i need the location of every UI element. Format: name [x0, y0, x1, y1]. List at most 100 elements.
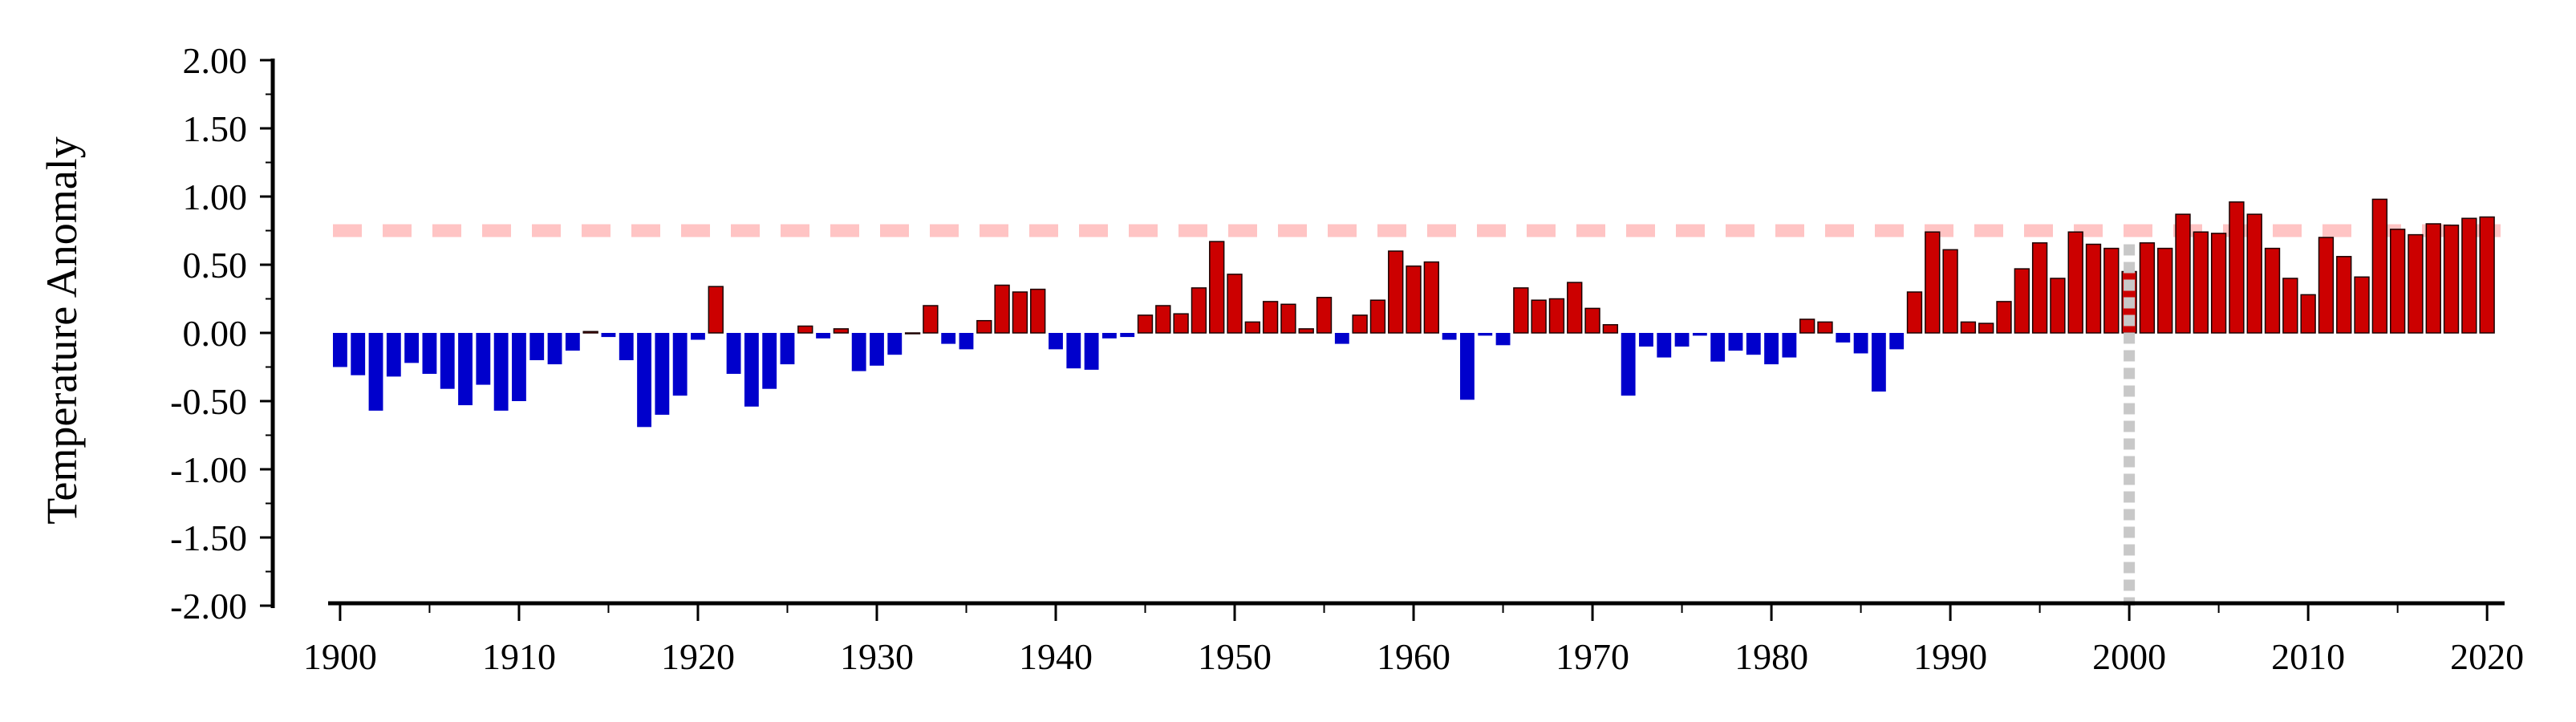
y-tick-label: 0.00: [183, 313, 248, 354]
bar-2010: [2300, 294, 2316, 334]
bar-1905: [422, 333, 437, 374]
bar-1936: [976, 319, 992, 334]
bar-1966: [1513, 287, 1529, 334]
bar-2003: [2175, 213, 2191, 334]
bar-1909: [493, 333, 509, 411]
bar-1960: [1406, 265, 1422, 334]
bar-1973: [1639, 333, 1653, 347]
bar-1981: [1782, 333, 1797, 358]
bar-1957: [1352, 314, 1368, 334]
bar-1987: [1889, 333, 1905, 350]
bar-1926: [797, 325, 813, 334]
bar-2014: [2371, 198, 2388, 334]
y-axis-title: Temperature Anomaly: [38, 136, 86, 525]
bar-1977: [1710, 333, 1726, 362]
bar-2017: [2425, 223, 2441, 334]
bar-1976: [1692, 333, 1707, 336]
bar-1954: [1298, 328, 1314, 334]
bar-1901: [351, 333, 366, 375]
y-tick-label: 1.50: [183, 108, 248, 149]
bar-1917: [637, 333, 651, 428]
bar-1947: [1173, 313, 1189, 334]
bar-1928: [833, 328, 850, 334]
bar-1991: [1960, 321, 1977, 334]
bar-1967: [1531, 299, 1547, 334]
bar-1953: [1280, 303, 1296, 334]
y-tick-label: -2.00: [170, 586, 247, 627]
bar-1984: [1836, 333, 1851, 343]
bar-1924: [762, 333, 777, 389]
bar-1948: [1191, 287, 1207, 334]
bar-1923: [744, 333, 759, 407]
bar-1943: [1101, 333, 1117, 339]
y-tick-label: -1.50: [170, 517, 247, 558]
y-tick-label: 0.50: [183, 245, 248, 286]
bar-1927: [816, 333, 830, 339]
bar-1975: [1674, 333, 1690, 347]
bar-1983: [1817, 321, 1833, 334]
bar-1939: [1030, 288, 1046, 334]
x-tick-label: 1920: [661, 636, 735, 677]
bar-1999: [2103, 247, 2120, 334]
y-ticks-layer: -2.00 -1.50 -1.00 -0.50 0.00 0.50 1.00 1.50 2.00: [170, 40, 273, 627]
y-tick-label: 1.00: [183, 176, 248, 217]
x-tick-label: 2000: [2092, 636, 2166, 677]
bar-1929: [851, 333, 866, 371]
x-tick-label: 1930: [840, 636, 914, 677]
bar-1907: [458, 333, 473, 406]
bar-1979: [1746, 333, 1761, 355]
y-tick-label: 2.00: [183, 40, 248, 81]
bar-1912: [547, 333, 562, 365]
bar-1914: [582, 331, 598, 334]
bar-1945: [1137, 314, 1154, 334]
bar-1931: [887, 333, 903, 355]
bar-1952: [1262, 301, 1279, 334]
bar-1919: [672, 333, 688, 396]
bar-2019: [2461, 217, 2477, 334]
bar-1993: [1996, 301, 2012, 334]
bar-1941: [1066, 333, 1081, 369]
bar-1969: [1567, 282, 1583, 334]
bar-2020: [2479, 216, 2495, 334]
x-tick-label: 1940: [1019, 636, 1093, 677]
bar-1933: [923, 305, 939, 334]
bar-1949: [1209, 241, 1225, 334]
bar-1971: [1602, 324, 1619, 334]
bar-1921: [708, 286, 724, 334]
x-tick-label: 1960: [1377, 636, 1450, 677]
bar-1959: [1388, 250, 1404, 334]
bar-1920: [691, 333, 705, 340]
bar-1997: [2067, 231, 2083, 334]
bar-1940: [1049, 333, 1063, 350]
bar-2013: [2354, 276, 2370, 334]
bar-2009: [2282, 278, 2298, 334]
bar-1951: [1244, 321, 1260, 334]
bar-1950: [1227, 274, 1243, 334]
bar-1911: [529, 333, 545, 360]
bar-1972: [1621, 333, 1636, 396]
bar-1910: [512, 333, 526, 401]
bar-1962: [1442, 333, 1457, 340]
x-tick-label: 1950: [1198, 636, 1272, 677]
bar-1918: [655, 333, 670, 415]
bars-layer: [333, 198, 2495, 428]
bar-1932: [904, 332, 921, 335]
bar-1946: [1155, 305, 1171, 334]
bar-1978: [1728, 333, 1743, 351]
bar-2018: [2443, 224, 2460, 334]
bar-2005: [2210, 233, 2227, 334]
bar-1994: [2014, 268, 2030, 334]
bar-1908: [476, 333, 491, 385]
x-tick-label: 1900: [303, 636, 377, 677]
bar-1930: [870, 333, 884, 366]
bar-1938: [1012, 291, 1028, 334]
bar-1996: [2050, 278, 2066, 334]
bar-2012: [2336, 256, 2352, 334]
bar-1944: [1120, 333, 1135, 338]
bar-1965: [1495, 333, 1511, 346]
bar-1902: [368, 333, 383, 411]
x-tick-label: 1980: [1734, 636, 1808, 677]
bar-1964: [1478, 333, 1493, 336]
x-tick-label: 1910: [482, 636, 556, 677]
